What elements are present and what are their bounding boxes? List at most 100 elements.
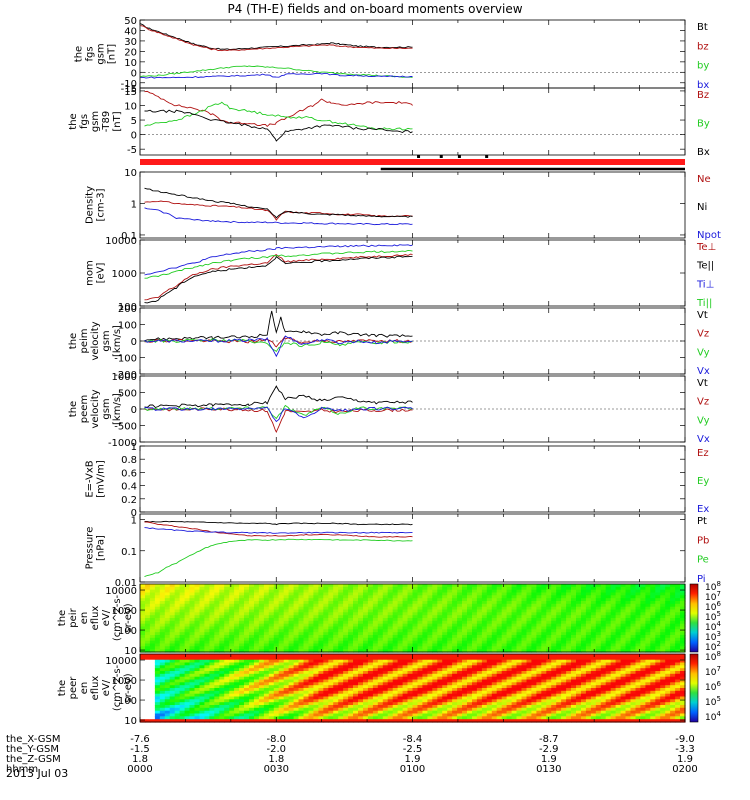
heatmap-cell — [447, 656, 453, 661]
heatmap-cell — [422, 671, 428, 675]
heatmap-cell — [625, 601, 632, 605]
heatmap-cell — [382, 707, 389, 712]
heatmap-cell — [219, 702, 225, 706]
heatmap-cell — [263, 623, 270, 628]
heatmap-cell — [358, 696, 364, 700]
heatmap-cell — [546, 635, 552, 639]
heatmap-cell — [491, 705, 498, 709]
heatmap-cell — [452, 601, 458, 605]
heatmap-cell — [145, 716, 151, 720]
heatmap-cell — [521, 612, 528, 616]
heatmap-cell — [263, 668, 270, 672]
heatmap-cell — [189, 688, 196, 692]
heatmap-cell — [511, 710, 518, 715]
heatmap-cell — [338, 646, 344, 650]
heatmap-cell — [244, 584, 250, 588]
heatmap-cell — [427, 696, 433, 700]
heatmap-cell — [665, 609, 671, 613]
heatmap-cell — [298, 646, 305, 650]
heatmap-cell — [283, 682, 290, 686]
heatmap-cell — [288, 682, 295, 686]
heatmap-cell — [313, 671, 319, 675]
heatmap-cell — [372, 603, 379, 608]
heatmap-cell — [179, 659, 186, 664]
heatmap-cell — [328, 702, 334, 706]
series-line-density-2 — [144, 207, 413, 226]
heatmap-cell — [140, 618, 146, 622]
heatmap-cell — [318, 654, 324, 658]
heatmap-cell — [511, 668, 518, 672]
heatmap-cell — [472, 707, 478, 712]
heatmap-cell — [452, 656, 458, 661]
heatmap-cell — [600, 584, 607, 588]
heatmap-cell — [367, 682, 374, 686]
heatmap-cell — [288, 603, 295, 608]
heatmap-cell — [234, 601, 240, 605]
heatmap-cell — [298, 707, 305, 712]
heatmap-cell — [476, 584, 483, 588]
heatmap-cell — [189, 676, 196, 681]
heatmap-cell — [189, 682, 196, 686]
heatmap-cell — [145, 612, 151, 616]
heatmap-cell — [154, 595, 161, 599]
heatmap-cell — [367, 688, 374, 692]
heatmap-cell — [402, 598, 409, 602]
heatmap-cell — [353, 584, 359, 588]
heatmap-cell — [501, 713, 508, 717]
heatmap-cell — [600, 646, 607, 650]
heatmap-cell — [323, 615, 329, 619]
heatmap-cell — [343, 598, 349, 602]
heatmap-cell — [491, 646, 498, 650]
heatmap-cell — [353, 601, 359, 605]
heatmap-cell — [625, 629, 632, 633]
heatmap-cell — [338, 584, 344, 588]
heatmap-cell — [145, 635, 151, 639]
heatmap-cell — [303, 685, 310, 689]
heatmap-cell — [387, 592, 394, 596]
heatmap-cell — [214, 584, 220, 588]
heatmap-cell — [417, 626, 424, 630]
heatmap-cell — [239, 649, 245, 653]
y-tick-label: 10000 — [105, 586, 137, 597]
heatmap-cell — [199, 598, 206, 602]
heatmap-cell — [422, 635, 428, 639]
heatmap-cell — [506, 595, 513, 599]
heatmap-cell — [457, 693, 463, 698]
heatmap-cell — [353, 640, 359, 645]
heatmap-cell — [254, 673, 260, 678]
heatmap-cell — [358, 603, 364, 608]
heatmap-cell — [472, 606, 478, 611]
heatmap-cell — [377, 592, 384, 596]
heatmap-cell — [566, 601, 572, 605]
heatmap-cell — [273, 626, 280, 630]
heatmap-cell — [531, 595, 537, 599]
heatmap-cell — [645, 643, 651, 647]
heatmap-cell — [397, 662, 404, 666]
heatmap-cell — [496, 589, 503, 594]
heatmap-cell — [447, 707, 453, 712]
y-axis-label: [km/s] — [112, 393, 123, 425]
heatmap-cell — [194, 609, 201, 613]
heatmap-cell — [258, 690, 265, 695]
heatmap-cell — [486, 640, 493, 645]
heatmap-cell — [457, 646, 463, 650]
heatmap-cell — [169, 637, 176, 642]
heatmap-cell — [467, 612, 473, 616]
heatmap-cell — [273, 662, 280, 666]
heatmap-cell — [199, 606, 206, 611]
heatmap-cell — [273, 640, 280, 645]
heatmap-cell — [422, 679, 428, 683]
heatmap-cell — [600, 635, 607, 639]
heatmap-cell — [363, 665, 369, 669]
heatmap-cell — [308, 637, 315, 642]
heatmap-cell — [541, 637, 547, 642]
heatmap-cell — [169, 713, 176, 717]
heatmap-cell — [412, 601, 419, 605]
heatmap-cell — [263, 606, 270, 611]
series-line-peim_vel-1 — [144, 336, 413, 348]
heatmap-cell — [298, 629, 305, 633]
heatmap-cell — [199, 673, 206, 678]
legend-entry: Npot — [697, 230, 721, 241]
heatmap-cell — [501, 688, 508, 692]
heatmap-cell — [258, 635, 265, 639]
